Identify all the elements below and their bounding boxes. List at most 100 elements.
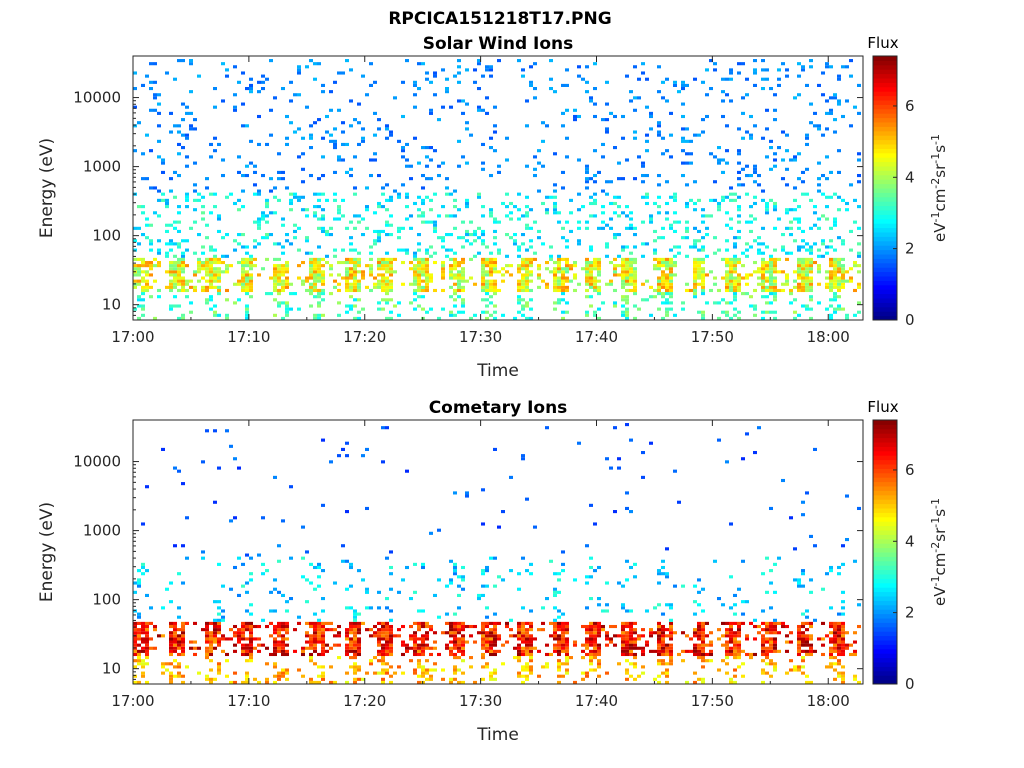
heatmap-cell — [733, 242, 737, 246]
heatmap-cell — [557, 640, 561, 644]
heatmap-cell — [837, 304, 841, 308]
heatmap-cell — [525, 640, 529, 644]
heatmap-cell — [269, 211, 273, 215]
heatmap-cell — [753, 71, 757, 75]
heatmap-cell — [805, 637, 809, 641]
heatmap-cell — [825, 307, 829, 311]
heatmap-cell — [657, 282, 661, 286]
heatmap-cell — [221, 615, 225, 619]
heatmap-cell — [669, 223, 673, 227]
heatmap-cell — [317, 313, 321, 317]
heatmap-cell — [633, 631, 637, 635]
heatmap-cell — [657, 292, 661, 296]
heatmap-cell — [209, 307, 213, 311]
heatmap-cell — [441, 276, 445, 280]
heatmap-cell — [409, 637, 413, 641]
heatmap-cell — [141, 562, 145, 566]
heatmap-cell — [805, 285, 809, 289]
heatmap-cell — [765, 205, 769, 209]
heatmap-cell — [701, 288, 705, 293]
heatmap-cell — [213, 624, 217, 629]
heatmap-cell — [349, 640, 353, 644]
heatmap-cell — [317, 267, 321, 271]
heatmap-cell — [617, 581, 621, 585]
heatmap-cell — [265, 236, 269, 240]
heatmap-cell — [405, 164, 409, 168]
heatmap-cell — [729, 522, 733, 526]
heatmap-cell — [481, 273, 485, 277]
heatmap-cell — [585, 90, 589, 94]
heatmap-cell — [525, 634, 529, 638]
heatmap-cell — [637, 155, 641, 159]
heatmap-cell — [209, 631, 213, 635]
heatmap-cell — [401, 643, 405, 647]
heatmap-cell — [509, 569, 513, 573]
heatmap-cell — [669, 282, 673, 286]
heatmap-cell — [593, 646, 597, 650]
heatmap-cell — [581, 677, 585, 681]
heatmap-cell — [577, 226, 581, 230]
heatmap-cell — [585, 637, 589, 641]
heatmap-cell — [705, 68, 709, 72]
heatmap-cell — [625, 214, 629, 218]
heatmap-cell — [205, 257, 209, 261]
heatmap-cell — [809, 643, 813, 647]
heatmap-cell — [797, 584, 801, 588]
heatmap-cell — [325, 130, 329, 134]
heatmap-cell — [449, 233, 453, 237]
heatmap-cell — [313, 643, 317, 647]
heatmap-cell — [557, 298, 561, 302]
heatmap-cell — [297, 198, 301, 202]
heatmap-cell — [853, 640, 857, 644]
heatmap-cell — [785, 183, 789, 187]
heatmap-cell — [765, 637, 769, 641]
heatmap-cell — [529, 307, 533, 311]
heatmap-cell — [813, 205, 817, 209]
heatmap-cell — [289, 80, 293, 84]
heatmap-cell — [625, 677, 629, 681]
heatmap-cell — [465, 161, 469, 165]
heatmap-cell — [561, 316, 565, 320]
heatmap-cell — [601, 226, 605, 230]
heatmap-cell — [173, 282, 177, 286]
heatmap-cell — [249, 267, 253, 271]
heatmap-cell — [589, 295, 593, 299]
heatmap-cell — [169, 600, 173, 604]
heatmap-cell — [249, 643, 253, 647]
heatmap-cell — [417, 264, 421, 268]
heatmap-cell — [577, 242, 581, 246]
heatmap-cell — [629, 643, 633, 647]
heatmap-cell — [457, 575, 461, 579]
heatmap-cell — [849, 267, 853, 271]
heatmap-cell — [461, 220, 465, 224]
heatmap-cell — [733, 634, 737, 638]
heatmap-cell — [829, 276, 833, 280]
heatmap-cell — [177, 637, 181, 641]
heatmap-cell — [217, 466, 221, 470]
heatmap-cell — [777, 621, 781, 625]
heatmap-cell — [137, 304, 141, 308]
heatmap-cell — [817, 226, 821, 230]
heatmap-cell — [697, 590, 701, 594]
heatmap-cell — [589, 643, 593, 647]
heatmap-cell — [489, 267, 493, 271]
heatmap-cell — [449, 264, 453, 268]
heatmap-cell — [157, 189, 161, 193]
heatmap-cell — [605, 634, 609, 638]
heatmap-cell — [857, 270, 861, 274]
heatmap-cell — [317, 316, 321, 320]
heatmap-cell — [505, 136, 509, 140]
heatmap-cell — [857, 242, 861, 246]
heatmap-cell — [133, 628, 137, 632]
heatmap-cell — [689, 637, 693, 641]
heatmap-cell — [585, 544, 589, 548]
heatmap-cell — [493, 624, 497, 629]
heatmap-cell — [549, 621, 553, 625]
heatmap-cell — [209, 273, 213, 277]
heatmap-cell — [625, 279, 629, 283]
heatmap-cell — [285, 267, 289, 271]
heatmap-cell — [329, 680, 333, 684]
heatmap-cell — [801, 634, 805, 638]
heatmap-cell — [553, 285, 557, 289]
heatmap-cell — [565, 270, 569, 274]
